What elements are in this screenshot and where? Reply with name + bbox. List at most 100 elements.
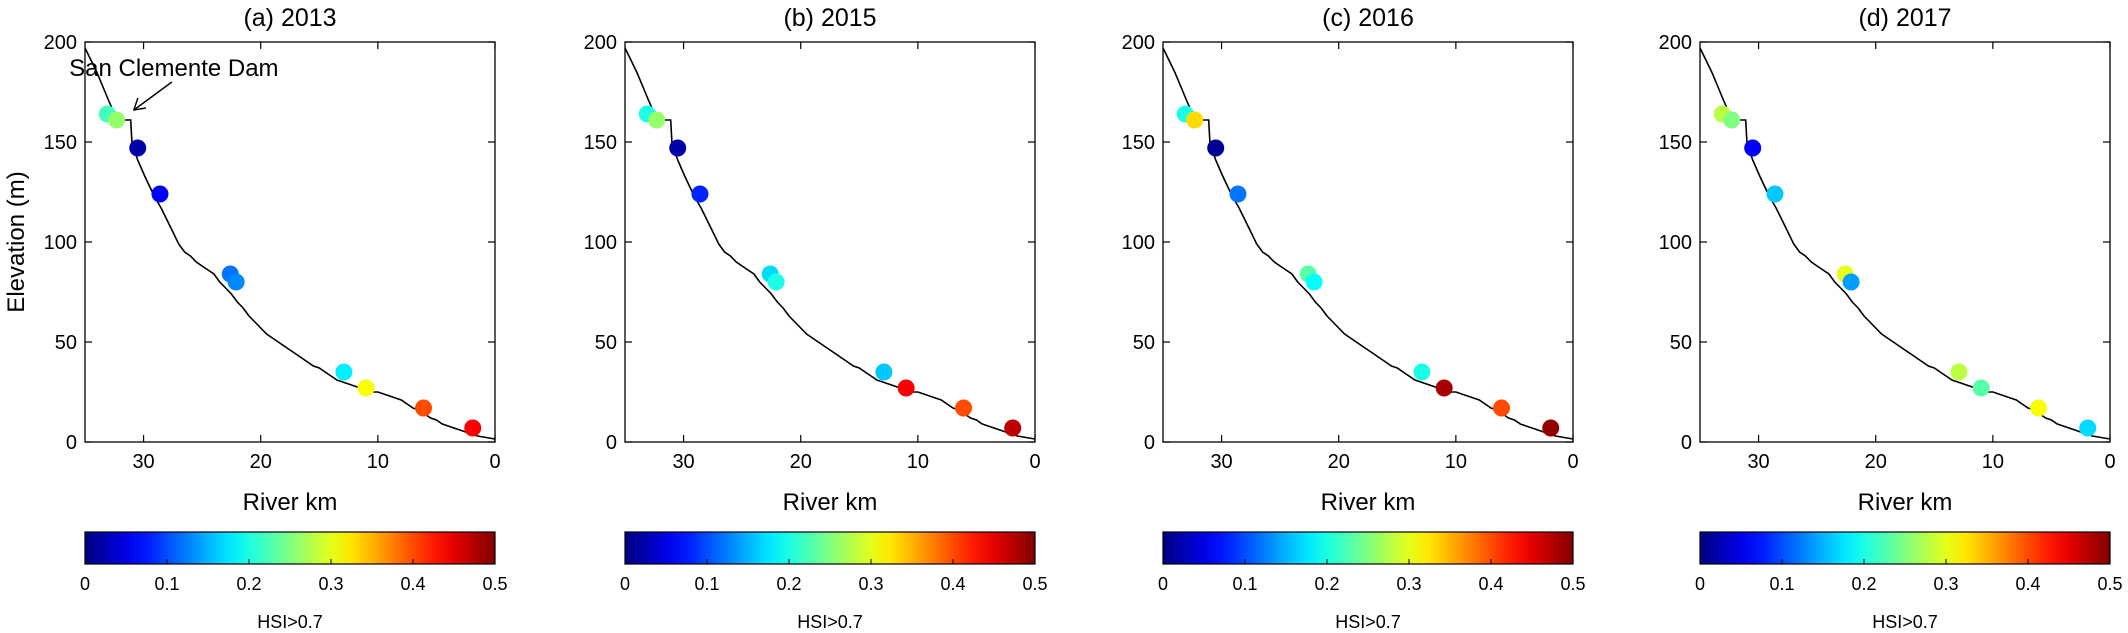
colorbar-tick-label: 0 [1158, 574, 1168, 594]
hsi-data-point [669, 139, 687, 157]
x-tick-label: 10 [367, 451, 389, 473]
colorbar-tick-label: 0.1 [1769, 574, 1794, 594]
hsi-data-point [1305, 273, 1323, 291]
colorbar-tick-label: 0.1 [1232, 574, 1257, 594]
x-tick-label: 20 [1865, 451, 1887, 473]
panel-title: (d) 2017 [1858, 4, 1951, 32]
y-tick-label: 0 [66, 432, 77, 454]
hsi-data-point [875, 363, 893, 381]
hsi-data-point [129, 139, 147, 157]
colorbar-tick-label: 0 [1695, 574, 1705, 594]
hsi-data-point [1744, 139, 1762, 157]
y-axis-label: Elevation (m) [3, 171, 30, 312]
hsi-data-point [1004, 419, 1022, 437]
y-tick-label: 0 [606, 432, 617, 454]
y-tick-label: 50 [1670, 332, 1692, 354]
y-tick-label: 150 [1122, 132, 1155, 154]
colorbar-tick-label: 0.3 [318, 574, 343, 594]
hsi-data-point [464, 419, 482, 437]
hsi-data-point [2030, 399, 2048, 417]
hsi-data-point [1493, 399, 1511, 417]
hsi-data-point [2079, 419, 2097, 437]
colorbar-tick-label: 0.2 [1851, 574, 1876, 594]
y-tick-label: 200 [1659, 32, 1692, 54]
hsi-data-point [335, 363, 353, 381]
y-tick-label: 0 [1144, 432, 1155, 454]
x-tick-label: 0 [1567, 451, 1578, 473]
x-tick-label: 20 [1328, 451, 1350, 473]
colorbar-tick-label: 0.5 [482, 574, 507, 594]
plot-frame [1699, 41, 2111, 443]
hsi-data-point [955, 399, 973, 417]
colorbar-tick-label: 0.3 [858, 574, 883, 594]
plot-frame [624, 41, 1036, 443]
annotation-arrow-line [133, 81, 173, 111]
x-tick-label: 10 [907, 451, 929, 473]
colorbar: 0 0.1 0.2 0.3 0.4 0.5 HSI>0.7 [620, 531, 1048, 632]
colorbar-tick-label: 0.2 [776, 574, 801, 594]
colorbar-tick-label: 0.5 [2097, 574, 2122, 594]
x-tick-label: 30 [1747, 451, 1769, 473]
colorbar-tick-label: 0 [620, 574, 630, 594]
hsi-data-point [1542, 419, 1560, 437]
x-tick-label: 30 [672, 451, 694, 473]
colorbar-tick-label: 0.1 [154, 574, 179, 594]
elevation-profile-line [84, 47, 496, 440]
y-tick-label: 100 [1659, 232, 1692, 254]
hsi-data-point [151, 185, 169, 203]
colorbar-tick-label: 0 [80, 574, 90, 594]
colorbar-label: HSI>0.7 [1335, 612, 1401, 632]
elevation-profile-line [1162, 47, 1574, 440]
panel-title: (c) 2016 [1322, 4, 1414, 32]
x-tick-label: 10 [1982, 451, 2004, 473]
colorbar-tick-label: 0.2 [236, 574, 261, 594]
hsi-data-point [415, 399, 433, 417]
x-tick-label: 30 [1210, 451, 1232, 473]
hsi-data-point [1766, 185, 1784, 203]
y-tick-label: 100 [1122, 232, 1155, 254]
colorbar-tick-label: 0.5 [1560, 574, 1585, 594]
hsi-data-point [897, 379, 915, 397]
colorbar: 0 0.1 0.2 0.3 0.4 0.5 HSI>0.7 [1158, 531, 1586, 632]
hsi-data-point [1723, 111, 1741, 129]
x-tick-label: 30 [132, 451, 154, 473]
y-tick-label: 50 [55, 332, 77, 354]
hsi-data-point [1229, 185, 1247, 203]
colorbar-gradient [84, 531, 496, 565]
y-tick-label: 50 [595, 332, 617, 354]
colorbar-label: HSI>0.7 [797, 612, 863, 632]
colorbar-tick-label: 0.3 [1396, 574, 1421, 594]
x-tick-label: 0 [1029, 451, 1040, 473]
colorbar-tick-label: 0.3 [1933, 574, 1958, 594]
hsi-data-point [648, 111, 666, 129]
hsi-data-point [227, 273, 245, 291]
colorbar-tick-label: 0.1 [694, 574, 719, 594]
hsi-data-point [1842, 273, 1860, 291]
y-tick-label: 200 [584, 32, 617, 54]
colorbar-tick-label: 0.4 [940, 574, 965, 594]
colorbar: 0 0.1 0.2 0.3 0.4 0.5 HSI>0.7 [80, 531, 508, 632]
x-tick-label: 20 [250, 451, 272, 473]
y-tick-label: 100 [584, 232, 617, 254]
arrow-icon [132, 97, 146, 111]
y-tick-label: 150 [584, 132, 617, 154]
x-axis-label: River km [243, 489, 338, 516]
elevation-profile-line [1699, 47, 2111, 440]
x-tick-label: 0 [489, 451, 500, 473]
hsi-data-point [357, 379, 375, 397]
hsi-data-point [1207, 139, 1225, 157]
plot-frame [1162, 41, 1574, 443]
elevation-profile-line [624, 47, 1036, 440]
annotation-label: San Clemente Dam [69, 55, 278, 82]
panel-title: (b) 2015 [783, 4, 876, 32]
plot-frame [84, 41, 496, 443]
y-tick-label: 100 [44, 232, 77, 254]
hsi-data-point [1950, 363, 1968, 381]
x-axis-label: River km [783, 489, 878, 516]
hsi-data-point [767, 273, 785, 291]
colorbar-tick-label: 0.4 [2015, 574, 2040, 594]
